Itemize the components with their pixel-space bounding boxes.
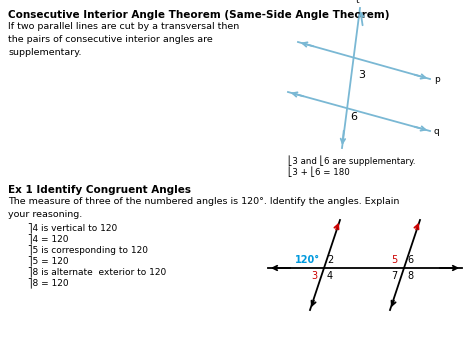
Text: ⎤5 = 120: ⎤5 = 120: [28, 255, 69, 266]
Text: 2: 2: [327, 255, 333, 265]
Text: 4: 4: [327, 271, 333, 281]
Text: ⎤4 = 120: ⎤4 = 120: [28, 233, 69, 244]
Text: p: p: [434, 75, 440, 83]
Text: The measure of three of the numbered angles is 120°. Identify the angles. Explai: The measure of three of the numbered ang…: [8, 197, 400, 219]
Text: 8: 8: [407, 271, 413, 281]
Text: ⎤4 is vertical to 120: ⎤4 is vertical to 120: [28, 222, 117, 233]
Text: If two parallel lines are cut by a transversal then
the pairs of consecutive int: If two parallel lines are cut by a trans…: [8, 22, 239, 57]
Text: 120°: 120°: [295, 255, 320, 265]
Text: ⎣3 and ⎣6 are supplementary.: ⎣3 and ⎣6 are supplementary.: [288, 155, 416, 166]
Text: 3: 3: [311, 271, 317, 281]
Text: 7: 7: [391, 271, 397, 281]
Text: Ex 1 Identify Congruent Angles: Ex 1 Identify Congruent Angles: [8, 185, 191, 195]
Text: t: t: [356, 0, 360, 5]
Text: 6: 6: [350, 112, 357, 122]
Text: ⎤8 = 120: ⎤8 = 120: [28, 277, 69, 288]
Text: q: q: [434, 126, 440, 136]
Text: 6: 6: [407, 255, 413, 265]
Text: ⎤5 is corresponding to 120: ⎤5 is corresponding to 120: [28, 244, 148, 255]
Text: ⎤8 is alternate  exterior to 120: ⎤8 is alternate exterior to 120: [28, 266, 166, 277]
Text: 3: 3: [358, 70, 365, 80]
Text: 5: 5: [391, 255, 397, 265]
Text: Consecutive Interior Angle Theorem (Same-Side Angle Theorem): Consecutive Interior Angle Theorem (Same…: [8, 10, 390, 20]
Text: ⎣3 + ⎣6 = 180: ⎣3 + ⎣6 = 180: [288, 166, 350, 177]
